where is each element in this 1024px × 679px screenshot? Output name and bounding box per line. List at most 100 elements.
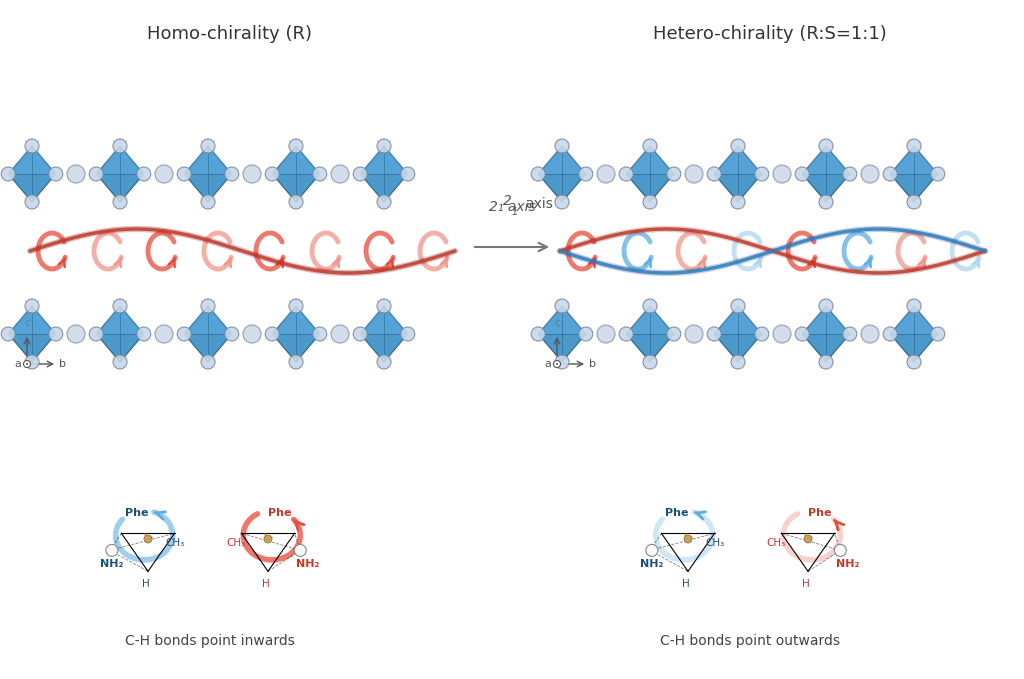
Circle shape [400, 167, 415, 181]
Circle shape [556, 363, 558, 365]
Text: c: c [24, 318, 30, 328]
Polygon shape [272, 306, 319, 334]
Circle shape [353, 167, 368, 181]
Circle shape [755, 167, 769, 181]
Circle shape [684, 535, 692, 543]
Text: C-H bonds point inwards: C-H bonds point inwards [125, 634, 295, 648]
Circle shape [26, 363, 28, 365]
Circle shape [201, 299, 215, 313]
Circle shape [113, 355, 127, 369]
Circle shape [1, 167, 15, 181]
Circle shape [67, 325, 85, 343]
Circle shape [907, 355, 921, 369]
Circle shape [555, 139, 569, 153]
Circle shape [835, 545, 846, 556]
Text: 1: 1 [512, 207, 518, 217]
Circle shape [113, 139, 127, 153]
Polygon shape [802, 306, 850, 362]
Circle shape [804, 535, 812, 543]
Polygon shape [8, 146, 55, 202]
Text: Phe: Phe [808, 508, 831, 518]
Polygon shape [890, 146, 938, 202]
Text: H: H [682, 579, 690, 589]
Circle shape [137, 167, 151, 181]
Circle shape [843, 167, 857, 181]
Text: b: b [59, 359, 66, 369]
Circle shape [312, 167, 327, 181]
Circle shape [531, 167, 545, 181]
Text: H: H [262, 579, 270, 589]
Circle shape [907, 195, 921, 209]
Polygon shape [890, 306, 938, 362]
Circle shape [819, 195, 833, 209]
Polygon shape [184, 146, 231, 202]
Circle shape [331, 325, 349, 343]
Polygon shape [802, 146, 850, 174]
Polygon shape [96, 146, 143, 202]
Circle shape [155, 165, 173, 183]
Circle shape [555, 355, 569, 369]
Circle shape [24, 361, 31, 367]
Circle shape [643, 195, 657, 209]
Circle shape [643, 299, 657, 313]
Circle shape [685, 165, 703, 183]
Circle shape [667, 167, 681, 181]
Circle shape [49, 167, 62, 181]
Circle shape [49, 327, 62, 341]
Circle shape [25, 195, 39, 209]
Polygon shape [8, 146, 55, 174]
Polygon shape [360, 146, 408, 202]
Circle shape [597, 165, 615, 183]
Polygon shape [539, 146, 586, 202]
Circle shape [177, 167, 191, 181]
Circle shape [243, 165, 261, 183]
Circle shape [579, 327, 593, 341]
Circle shape [731, 355, 745, 369]
Polygon shape [360, 306, 408, 362]
Polygon shape [890, 146, 938, 174]
Circle shape [264, 535, 272, 543]
Polygon shape [539, 306, 586, 334]
Polygon shape [184, 146, 231, 174]
Text: NH₂: NH₂ [837, 559, 859, 569]
Circle shape [861, 325, 879, 343]
Circle shape [667, 327, 681, 341]
Circle shape [201, 195, 215, 209]
Circle shape [554, 361, 560, 367]
Circle shape [155, 325, 173, 343]
Text: Phe: Phe [665, 508, 688, 518]
Text: CH₃: CH₃ [165, 538, 184, 548]
Polygon shape [627, 146, 674, 202]
Circle shape [67, 165, 85, 183]
Text: Hetero-chirality (R:S=1:1): Hetero-chirality (R:S=1:1) [653, 25, 887, 43]
Polygon shape [272, 306, 319, 362]
Circle shape [289, 195, 303, 209]
Polygon shape [272, 146, 319, 174]
Text: c: c [554, 318, 560, 328]
Polygon shape [890, 306, 938, 334]
Circle shape [579, 167, 593, 181]
Text: a: a [14, 359, 20, 369]
Circle shape [643, 139, 657, 153]
Circle shape [620, 327, 633, 341]
Circle shape [708, 327, 721, 341]
Polygon shape [272, 146, 319, 202]
Circle shape [312, 327, 327, 341]
Circle shape [531, 327, 545, 341]
Circle shape [353, 327, 368, 341]
Circle shape [289, 299, 303, 313]
Circle shape [843, 327, 857, 341]
Text: H: H [802, 579, 810, 589]
Circle shape [819, 299, 833, 313]
Polygon shape [96, 146, 143, 174]
Circle shape [1, 327, 15, 341]
Circle shape [796, 167, 809, 181]
Circle shape [243, 325, 261, 343]
Circle shape [708, 167, 721, 181]
Circle shape [25, 355, 39, 369]
Circle shape [796, 327, 809, 341]
Polygon shape [627, 146, 674, 174]
Circle shape [377, 299, 391, 313]
Text: Phe: Phe [267, 508, 291, 518]
Circle shape [377, 355, 391, 369]
